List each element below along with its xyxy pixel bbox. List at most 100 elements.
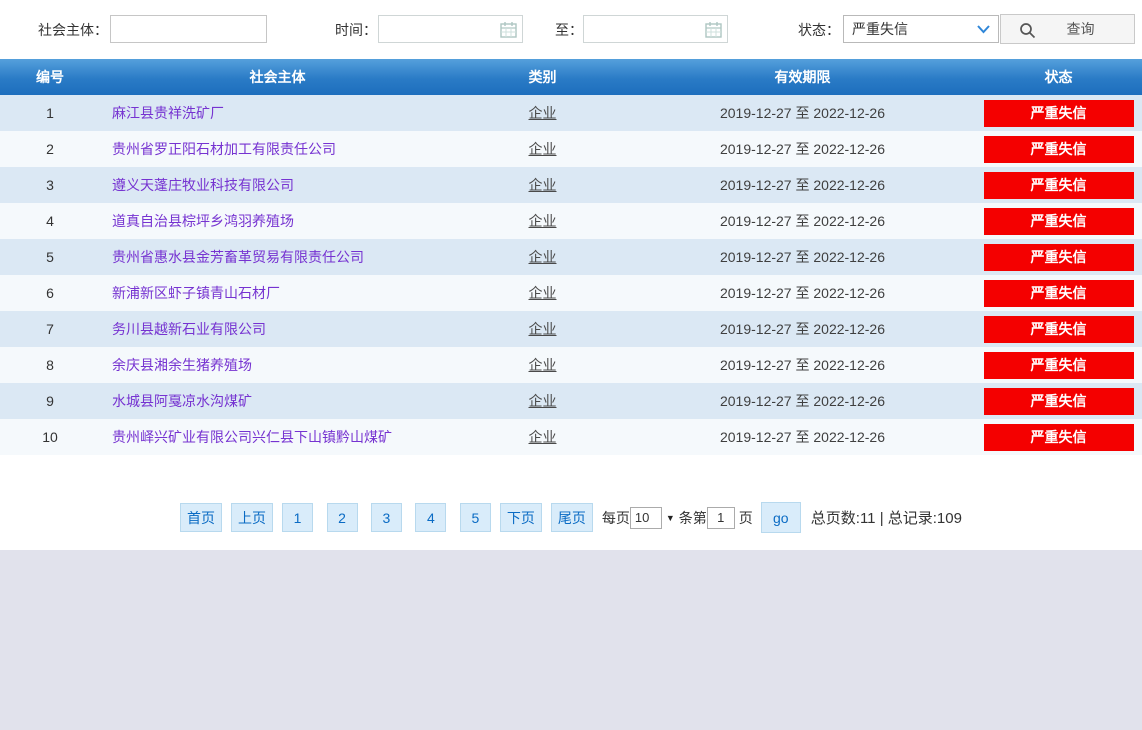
category-link[interactable]: 企业: [528, 105, 557, 121]
subject-link[interactable]: 贵州省惠水县金芳畜革贸易有限责任公司: [112, 249, 364, 265]
subject-link[interactable]: 务川县越新石业有限公司: [112, 321, 266, 337]
table-row: 3 遵义天蓬庄牧业科技有限公司 企业 2019-12-27 至 2022-12-…: [0, 167, 1142, 203]
calendar-icon[interactable]: [705, 21, 722, 38]
table-row: 9 水城县阿戛凉水沟煤矿 企业 2019-12-27 至 2022-12-26 …: [0, 383, 1142, 419]
validity-period: 2019-12-27 至 2022-12-26: [719, 249, 885, 265]
row-number: 5: [46, 249, 54, 265]
status-badge: 严重失信: [983, 387, 1134, 415]
status-badge: 严重失信: [983, 315, 1134, 343]
category-link[interactable]: 企业: [528, 393, 557, 409]
unit-label: 条第: [678, 509, 707, 526]
page-number-input[interactable]: [706, 506, 735, 529]
subject-link[interactable]: 遵义天蓬庄牧业科技有限公司: [112, 177, 294, 193]
subject-link[interactable]: 道真自治县棕坪乡鸿羽养殖场: [112, 213, 294, 229]
validity-period: 2019-12-27 至 2022-12-26: [719, 393, 885, 409]
row-number: 1: [46, 105, 54, 121]
per-page-label: 每页: [601, 509, 630, 526]
pagination-bar: 首页 上页 1 2 3 4 5 下页 尾页 每页 10 ▼ 条第 页 go 总页…: [0, 502, 1142, 533]
page-number-button[interactable]: 2: [326, 503, 358, 532]
validity-period: 2019-12-27 至 2022-12-26: [719, 141, 885, 157]
footer-area: [0, 550, 1142, 730]
category-link[interactable]: 企业: [528, 213, 557, 229]
subject-label: 社会主体：: [38, 21, 108, 38]
row-number: 2: [46, 141, 54, 157]
page-number-buttons: 1 2 3 4 5: [282, 503, 500, 532]
header-number: 编号: [0, 59, 100, 95]
table-header-row: 编号 社会主体 类别 有效期限 状态: [0, 59, 1142, 95]
validity-period: 2019-12-27 至 2022-12-26: [719, 213, 885, 229]
header-category: 类别: [455, 59, 630, 95]
header-subject: 社会主体: [100, 59, 455, 95]
go-button[interactable]: go: [760, 502, 801, 533]
search-button-label: 查询: [1066, 21, 1095, 37]
first-page-button[interactable]: 首页: [180, 503, 223, 532]
table-row: 6 新浦新区虾子镇青山石材厂 企业 2019-12-27 至 2022-12-2…: [0, 275, 1142, 311]
search-button[interactable]: 查询: [1000, 14, 1135, 44]
time-to-input[interactable]: [584, 16, 727, 42]
status-badge: 严重失信: [983, 99, 1134, 127]
table-row: 1 麻江县贵祥洗矿厂 企业 2019-12-27 至 2022-12-26 严重…: [0, 95, 1142, 131]
row-number: 4: [46, 213, 54, 229]
page-number-button[interactable]: 1: [282, 503, 314, 532]
time-label: 时间：: [335, 21, 377, 38]
validity-period: 2019-12-27 至 2022-12-26: [719, 429, 885, 445]
validity-period: 2019-12-27 至 2022-12-26: [719, 321, 885, 337]
subject-link[interactable]: 水城县阿戛凉水沟煤矿: [112, 393, 252, 409]
status-badge: 严重失信: [983, 135, 1134, 163]
page-number-button[interactable]: 4: [415, 503, 447, 532]
category-link[interactable]: 企业: [528, 321, 557, 337]
subject-link[interactable]: 余庆县湘余生猪养殖场: [112, 357, 252, 373]
page-unit-label: 页: [738, 509, 753, 526]
table-row: 10 贵州峄兴矿业有限公司兴仁县下山镇黔山煤矿 企业 2019-12-27 至 …: [0, 419, 1142, 455]
status-badge: 严重失信: [983, 243, 1134, 271]
validity-period: 2019-12-27 至 2022-12-26: [719, 357, 885, 373]
filter-bar: 社会主体： 时间： 至：: [0, 0, 1142, 59]
status-badge: 严重失信: [983, 423, 1134, 451]
table-row: 4 道真自治县棕坪乡鸿羽养殖场 企业 2019-12-27 至 2022-12-…: [0, 203, 1142, 239]
time-to-field: [583, 15, 728, 43]
row-number: 3: [46, 177, 54, 193]
select-arrow-icon[interactable]: ▼: [665, 512, 675, 523]
time-from-input[interactable]: [379, 16, 522, 42]
table-row: 7 务川县越新石业有限公司 企业 2019-12-27 至 2022-12-26…: [0, 311, 1142, 347]
row-number: 10: [42, 429, 58, 445]
table-row: 8 余庆县湘余生猪养殖场 企业 2019-12-27 至 2022-12-26 …: [0, 347, 1142, 383]
category-link[interactable]: 企业: [528, 285, 557, 301]
per-page-select[interactable]: 10: [629, 506, 662, 529]
status-select[interactable]: 严重失信: [843, 15, 999, 43]
category-link[interactable]: 企业: [528, 429, 557, 445]
category-link[interactable]: 企业: [528, 141, 557, 157]
blacklist-table: 编号 社会主体 类别 有效期限 状态 1 麻江县贵祥洗矿厂 企业 2019-12…: [0, 59, 1142, 455]
subject-link[interactable]: 新浦新区虾子镇青山石材厂: [112, 285, 280, 301]
category-link[interactable]: 企业: [528, 177, 557, 193]
subject-link[interactable]: 贵州省罗正阳石材加工有限责任公司: [112, 141, 336, 157]
category-link[interactable]: 企业: [528, 249, 557, 265]
status-badge: 严重失信: [983, 279, 1134, 307]
validity-period: 2019-12-27 至 2022-12-26: [719, 105, 885, 121]
header-period: 有效期限: [630, 59, 975, 95]
validity-period: 2019-12-27 至 2022-12-26: [719, 177, 885, 193]
subject-link[interactable]: 麻江县贵祥洗矿厂: [112, 105, 224, 121]
page-number-button[interactable]: 5: [459, 503, 491, 532]
to-label: 至：: [555, 21, 583, 38]
next-page-button[interactable]: 下页: [499, 503, 542, 532]
row-number: 6: [46, 285, 54, 301]
calendar-icon[interactable]: [500, 21, 517, 38]
prev-page-button[interactable]: 上页: [231, 503, 274, 532]
row-number: 7: [46, 321, 54, 337]
table-row: 2 贵州省罗正阳石材加工有限责任公司 企业 2019-12-27 至 2022-…: [0, 131, 1142, 167]
row-number: 9: [46, 393, 54, 409]
search-icon: [1020, 23, 1036, 39]
status-badge: 严重失信: [983, 207, 1134, 235]
last-page-button[interactable]: 尾页: [550, 503, 593, 532]
validity-period: 2019-12-27 至 2022-12-26: [719, 285, 885, 301]
pagination-summary: 总页数:11 | 总记录:109: [810, 510, 962, 527]
header-status: 状态: [975, 59, 1142, 95]
subject-link[interactable]: 贵州峄兴矿业有限公司兴仁县下山镇黔山煤矿: [112, 429, 392, 445]
time-from-field: [378, 15, 523, 43]
status-badge: 严重失信: [983, 171, 1134, 199]
page-number-button[interactable]: 3: [370, 503, 402, 532]
table-row: 5 贵州省惠水县金芳畜革贸易有限责任公司 企业 2019-12-27 至 202…: [0, 239, 1142, 275]
subject-input[interactable]: [110, 15, 267, 43]
category-link[interactable]: 企业: [528, 357, 557, 373]
